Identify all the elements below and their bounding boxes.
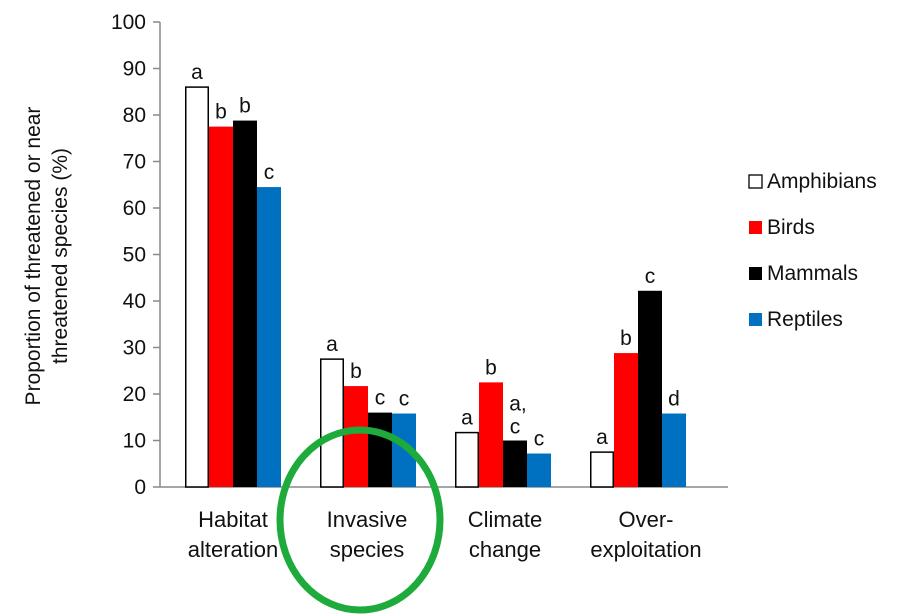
- bar-reptiles-3: [527, 453, 551, 487]
- bars: [185, 86, 686, 488]
- category-label: species: [330, 537, 405, 562]
- y-tick-label: 30: [123, 337, 146, 360]
- legend-label-amphibians: Amphibians: [767, 170, 877, 193]
- y-axis-title-line-2: threatened species (%): [49, 148, 72, 364]
- legend: Amphibians Birds Mammals Reptiles: [748, 170, 877, 331]
- significance-label: c: [399, 388, 410, 411]
- legend-label-reptiles: Reptiles: [767, 308, 843, 331]
- category-label: exploitation: [590, 537, 701, 562]
- y-tick-label: 90: [123, 58, 146, 81]
- legend-swatch-birds: [749, 221, 762, 234]
- significance-label: b: [239, 95, 251, 118]
- category-label: Invasive: [327, 507, 408, 532]
- legend-swatch-amphibians: [748, 174, 763, 189]
- bar-mammals-4: [638, 290, 662, 487]
- bar-birds-4: [614, 353, 638, 487]
- bar-birds-2: [344, 386, 368, 487]
- category-label: change: [469, 537, 541, 562]
- legend-swatch-mammals: [749, 267, 762, 280]
- bar-amphibians-4: [590, 451, 614, 488]
- category-label: Over-: [619, 507, 674, 532]
- y-tick-label: 80: [123, 104, 146, 127]
- y-tick-label: 70: [123, 151, 146, 174]
- legend-label-mammals: Mammals: [767, 262, 858, 285]
- legend-label-birds: Birds: [767, 216, 815, 239]
- y-tick-label: 40: [123, 290, 146, 313]
- category-labels: Habitat alteration Invasive species Climate c…: [188, 507, 702, 562]
- y-axis-title: Proportion of threatened or near threaten…: [22, 107, 72, 406]
- y-tick-label: 0: [134, 476, 146, 499]
- significance-label: d: [668, 388, 680, 411]
- y-tick-label: 20: [123, 383, 146, 406]
- y-tick-label: 100: [111, 11, 146, 34]
- significance-label: c: [645, 265, 656, 288]
- bar-reptiles-1: [257, 187, 281, 487]
- category-label: Climate: [468, 507, 543, 532]
- y-tick-label: 10: [123, 430, 146, 453]
- bar-birds-3: [479, 382, 503, 487]
- bar-amphibians-2: [320, 358, 344, 488]
- highlight-annotation: [276, 426, 444, 614]
- bar-birds-1: [209, 126, 233, 487]
- significance-label: a, c: [509, 393, 527, 439]
- legend-swatch-reptiles: [749, 313, 762, 326]
- significance-label: c: [375, 387, 386, 410]
- significance-label: b: [350, 360, 362, 383]
- significance-label: b: [485, 356, 497, 379]
- significance-label: a: [326, 333, 338, 356]
- y-tick-label: 60: [123, 197, 146, 220]
- bar-mammals-3: [503, 440, 527, 487]
- category-label: Habitat: [198, 507, 268, 532]
- highlight-ellipse: [276, 426, 444, 614]
- significance-label: a: [191, 61, 203, 84]
- y-axis: 0 10 20 30 40 50 60 70 80 90 100: [111, 11, 161, 499]
- significance-label: b: [215, 101, 227, 124]
- significance-label: c: [534, 428, 545, 451]
- significance-label: a: [596, 426, 608, 449]
- significance-label: b: [620, 327, 632, 350]
- bar-amphibians-1: [185, 86, 209, 488]
- y-axis-title-line-1: Proportion of threatened or near: [22, 107, 45, 406]
- bar-amphibians-3: [455, 431, 479, 488]
- bar-reptiles-4: [662, 413, 686, 487]
- bar-mammals-2: [368, 412, 392, 487]
- y-tick-label: 50: [123, 244, 146, 267]
- category-label: alteration: [188, 537, 279, 562]
- significance-label: a: [461, 407, 473, 430]
- bar-mammals-1: [233, 120, 257, 487]
- significance-label: c: [264, 161, 275, 184]
